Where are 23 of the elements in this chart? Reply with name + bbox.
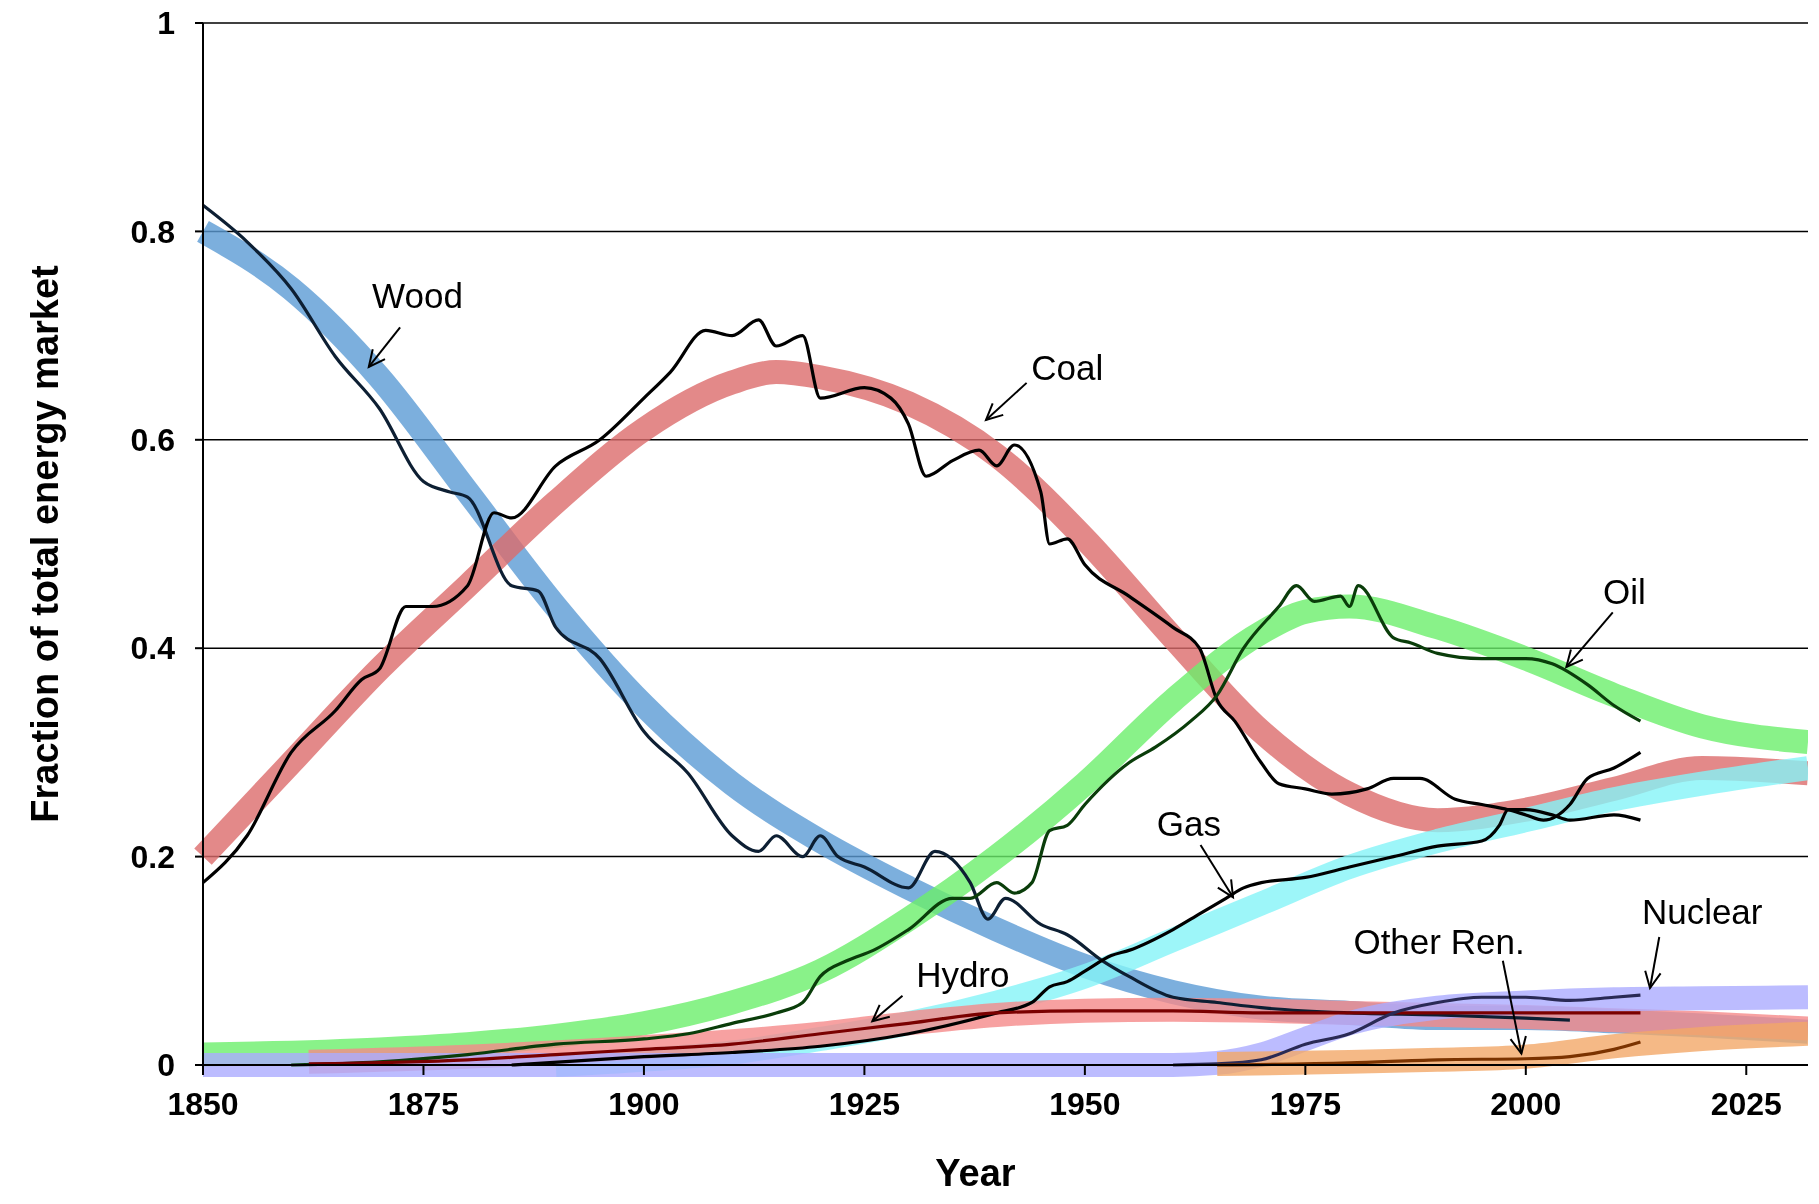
- annotation: Other Ren.: [1353, 922, 1525, 962]
- y-tick-label: 0.6: [130, 422, 175, 458]
- y-tick-label: 0.8: [130, 213, 175, 250]
- y-tick-label: 0.4: [130, 630, 176, 667]
- annotation: Gas: [1156, 804, 1222, 844]
- y-axis-title: Fraction of total energy market: [24, 264, 66, 823]
- x-tick-label: 1950: [1049, 1086, 1121, 1122]
- annotation: Coal: [1031, 348, 1104, 388]
- annotation: Hydro: [916, 955, 1010, 995]
- x-tick-label: 2000: [1490, 1086, 1562, 1122]
- annotation: Oil: [1602, 571, 1646, 611]
- x-tick-label: 1900: [608, 1086, 680, 1122]
- y-tick-label: 1: [157, 5, 175, 42]
- x-tick-label: 1925: [828, 1086, 900, 1122]
- x-axis-title: Year: [935, 1152, 1016, 1194]
- y-tick-label: 0.2: [130, 838, 175, 875]
- x-tick-label: 1850: [167, 1086, 239, 1122]
- annotation: Wood: [372, 276, 463, 316]
- y-tick-label: 0: [157, 1047, 175, 1084]
- x-tick-label: 2025: [1710, 1086, 1782, 1122]
- annotation: Nuclear: [1641, 891, 1763, 931]
- x-tick-label: 1975: [1269, 1086, 1341, 1122]
- x-tick-label: 1875: [387, 1086, 460, 1122]
